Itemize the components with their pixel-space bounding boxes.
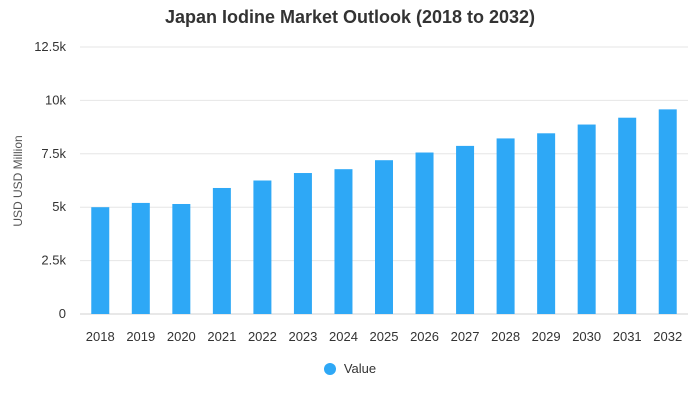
bar-2022[interactable] (253, 180, 272, 315)
bars (91, 109, 677, 315)
y-axis-title: USD USD Million (11, 135, 25, 226)
x-tick-label: 2030 (572, 329, 601, 344)
y-tick-label: 5k (52, 199, 66, 214)
x-tick-label: 2024 (329, 329, 358, 344)
bar-2027[interactable] (456, 145, 475, 314)
chart-title: Japan Iodine Market Outlook (2018 to 203… (164, 7, 536, 27)
y-tick-label: 0 (59, 306, 66, 321)
x-tick-label: 2020 (167, 329, 196, 344)
x-tick-label: 2028 (491, 329, 520, 344)
bar-2018[interactable] (91, 207, 110, 314)
x-tick-label: 2031 (613, 329, 642, 344)
bar-2031[interactable] (618, 117, 637, 314)
bar-2023[interactable] (293, 173, 312, 314)
bar-2029[interactable] (537, 133, 556, 314)
legend-label: Value (343, 361, 377, 376)
x-tick-label: 2032 (653, 329, 682, 344)
bar-2019[interactable] (131, 202, 150, 314)
bar-2024[interactable] (334, 169, 353, 314)
x-tick-label: 2022 (248, 329, 277, 344)
y-tick-label: 10k (45, 92, 66, 107)
y-tick-label: 2.5k (41, 253, 66, 268)
bar-2025[interactable] (375, 160, 393, 314)
bar-2030[interactable] (577, 124, 596, 314)
x-tick-label: 2023 (288, 329, 317, 344)
bar-2020[interactable] (172, 203, 191, 314)
bar-2026[interactable] (415, 152, 434, 314)
x-tick-label: 2021 (207, 329, 236, 344)
y-tick-label: 7.5k (41, 146, 66, 161)
bar-2032[interactable] (658, 109, 677, 314)
x-tick-label: 2029 (532, 329, 561, 344)
x-tick-label: 2027 (451, 329, 480, 344)
bar-2028[interactable] (496, 138, 515, 314)
x-tick-label: 2026 (410, 329, 439, 344)
x-tick-label: 2025 (370, 329, 399, 344)
legend-swatch (323, 362, 336, 375)
legend[interactable]: Value (0, 361, 700, 376)
x-tick-label: 2018 (86, 329, 115, 344)
y-tick-label: 12.5k (34, 39, 66, 54)
y-axis-ticks: 0 2.5k 5k 7.5k 10k 12.5k (34, 39, 66, 321)
x-tick-label: 2019 (126, 329, 155, 344)
x-axis-ticks: 2018 2019 2020 2021 2022 2023 2024 2025 2026 2027… (86, 329, 682, 344)
bar-2021[interactable] (212, 187, 231, 314)
